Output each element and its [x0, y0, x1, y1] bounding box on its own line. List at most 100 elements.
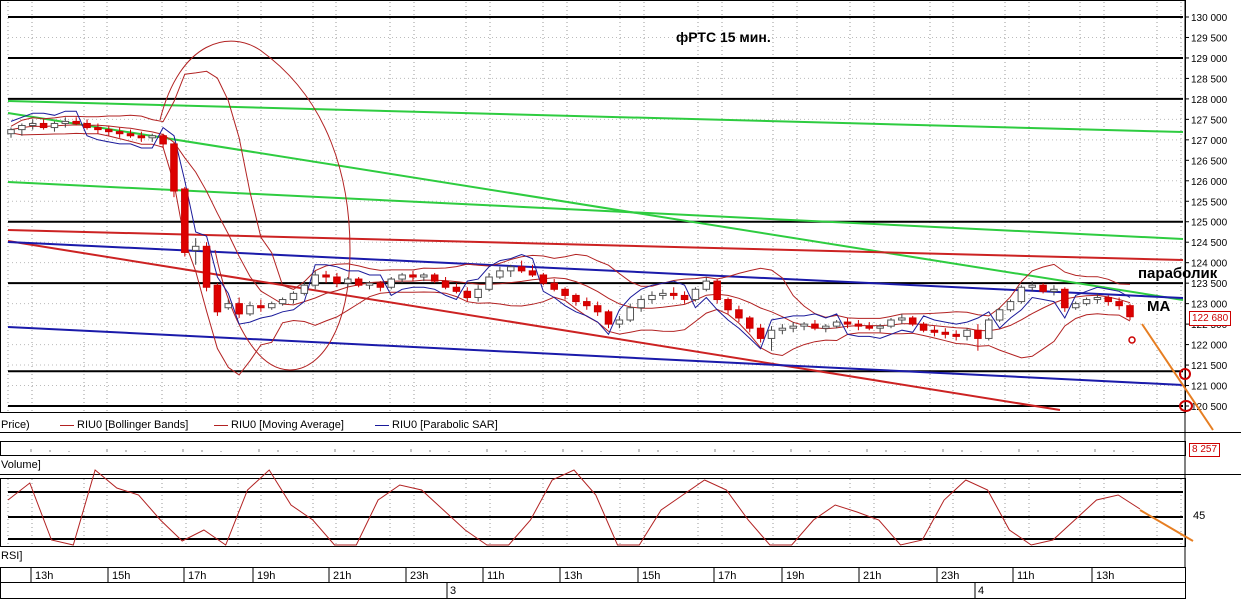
candle — [267, 303, 276, 309]
candle — [202, 245, 211, 288]
candle — [561, 288, 569, 296]
volume-value: 8 257 — [1189, 443, 1221, 457]
price-tick-label: 123 500 — [1191, 279, 1228, 290]
candle — [637, 299, 645, 309]
rsi-tick: 45 — [1193, 510, 1206, 522]
candle — [235, 303, 243, 315]
price-tick-label: 127 000 — [1191, 136, 1228, 147]
time-label: 15h — [642, 570, 660, 582]
price-tick-label: 129 000 — [1191, 54, 1228, 65]
volume-panel-frame — [0, 441, 1186, 456]
time-label: 23h — [941, 570, 959, 582]
orange-trend-arrow — [1141, 323, 1214, 431]
candle — [615, 319, 624, 325]
candle — [1104, 296, 1113, 303]
target-circle-1 — [1179, 368, 1191, 380]
price-tick-label: 128 500 — [1191, 74, 1228, 85]
candle — [224, 303, 233, 309]
candle — [278, 299, 287, 305]
time-label: 13h — [35, 570, 53, 582]
candle — [191, 245, 200, 251]
time-label: 13h — [1096, 570, 1114, 582]
trend-lines — [7, 100, 1184, 411]
legend-bollinger-swatch — [60, 424, 74, 426]
candle — [659, 292, 667, 296]
price-tick-label: 128 000 — [1191, 95, 1228, 106]
green-trendline-steep — [7, 112, 1184, 301]
price-tick-label: 124 500 — [1191, 238, 1228, 249]
bollinger-lower-line — [10, 132, 1131, 376]
candle — [387, 278, 396, 288]
candle — [843, 321, 852, 325]
candle — [832, 321, 841, 327]
legend-sar: RIU0 [Parabolic SAR] — [375, 419, 498, 431]
candle — [181, 188, 189, 253]
candle — [50, 122, 59, 129]
price-tick-label: 122 000 — [1191, 341, 1228, 352]
candle — [669, 292, 678, 296]
time-label: 19h — [786, 570, 804, 582]
price-tick-label: 127 500 — [1191, 115, 1228, 126]
candle — [300, 284, 309, 294]
price-tick-label: 121 500 — [1191, 361, 1228, 372]
candle — [170, 143, 178, 192]
candle — [115, 131, 124, 135]
price-tick-label: 129 500 — [1191, 33, 1228, 44]
candle — [28, 122, 37, 127]
candle — [126, 133, 135, 137]
bollinger-swing-line — [159, 40, 351, 371]
candle — [713, 280, 721, 301]
chart-title: фРТС 15 мин. — [676, 29, 771, 45]
candle — [789, 325, 797, 329]
candle — [691, 288, 700, 301]
candle — [963, 329, 971, 337]
candle — [876, 325, 884, 329]
candle — [1050, 288, 1058, 292]
candle — [865, 325, 874, 329]
candlestick-series — [7, 117, 1134, 351]
candle — [463, 290, 472, 298]
candle — [1071, 303, 1080, 309]
indicator-lines — [10, 40, 1131, 376]
time-label: 17h — [718, 570, 736, 582]
candle — [572, 294, 580, 303]
candle — [376, 282, 385, 288]
green-trendline-mid — [7, 181, 1184, 240]
candle — [18, 125, 26, 131]
rsi-line — [7, 469, 1141, 546]
legend-bollinger: RIU0 [Bollinger Bands] — [60, 419, 188, 431]
time-label: 17h — [188, 570, 206, 582]
moving-average-line — [10, 124, 1131, 332]
candle — [159, 135, 167, 145]
candle — [930, 329, 939, 333]
candle — [941, 331, 950, 335]
time-label: 11h — [487, 570, 505, 582]
candle — [778, 327, 787, 331]
candle — [105, 129, 113, 133]
date-label: 4 — [978, 585, 984, 597]
time-label: 19h — [257, 570, 275, 582]
candle — [800, 323, 808, 327]
red-trendline-lower — [7, 240, 1061, 411]
candle — [745, 317, 754, 329]
candle — [550, 282, 558, 290]
candle — [985, 319, 993, 339]
candle — [593, 305, 602, 313]
legend-ma-swatch — [214, 424, 228, 426]
grid-lines — [7, 2, 1183, 546]
candle — [354, 278, 363, 286]
price-tick-label: 120 500 — [1191, 402, 1228, 413]
price-tick-label: 121 000 — [1191, 382, 1228, 393]
candle — [702, 280, 711, 290]
time-label: 21h — [333, 570, 351, 582]
candle — [908, 317, 917, 325]
candle — [1126, 305, 1134, 318]
candle — [887, 319, 895, 327]
legend-bollinger-label: RIU0 [Bollinger Bands] — [77, 419, 189, 431]
time-label: 21h — [863, 570, 881, 582]
candle — [1093, 296, 1102, 301]
legend-sar-label: RIU0 [Parabolic SAR] — [392, 419, 498, 431]
candle — [72, 120, 80, 124]
candle — [496, 270, 504, 278]
